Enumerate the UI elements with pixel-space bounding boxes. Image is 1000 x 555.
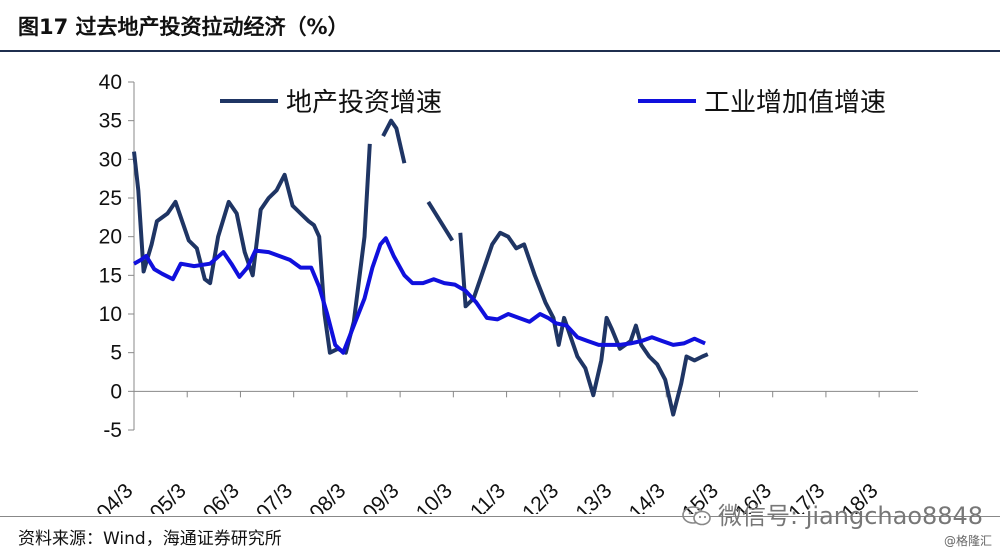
y-tick-label: 40 bbox=[99, 71, 122, 94]
y-tick-label: 20 bbox=[99, 226, 122, 249]
real-estate-investment-line bbox=[132, 143, 372, 355]
x-tick-label: 12/3 bbox=[518, 479, 563, 514]
industrial-value-added-line bbox=[133, 236, 706, 355]
real-estate-investment-line bbox=[381, 118, 407, 164]
watermark-text: 微信号: jiangchao8848 bbox=[718, 502, 984, 530]
y-tick-label: 0 bbox=[110, 380, 122, 403]
y-tick-label: 30 bbox=[99, 148, 122, 171]
y-tick-label: 35 bbox=[99, 110, 122, 133]
source-note: 资料来源：Wind，海通证券研究所 bbox=[18, 529, 282, 549]
wechat-watermark: 微信号: jiangchao8848 bbox=[682, 496, 983, 531]
x-tick-label: 09/3 bbox=[358, 479, 403, 514]
x-tick-label: 08/3 bbox=[305, 479, 350, 514]
chart-series bbox=[132, 118, 709, 417]
line-chart: -5 0 5 10 15 20 25 30 35 40 04/3 05/3 06/3 07/3 08/3 09… bbox=[92, 71, 918, 514]
title-bar: 图17 过去地产投资拉动经济（%） bbox=[0, 0, 1000, 52]
x-tick-label: 14/3 bbox=[625, 479, 670, 514]
x-tick-label: 11/3 bbox=[466, 479, 510, 514]
x-tick-label: 06/3 bbox=[199, 479, 244, 514]
footer-divider bbox=[0, 516, 1000, 517]
x-tick-label: 13/3 bbox=[571, 479, 616, 514]
x-tick-label: 10/3 bbox=[412, 479, 457, 514]
legend-label: 工业增加值增速 bbox=[704, 88, 886, 118]
x-tick-label: 04/3 bbox=[92, 479, 137, 514]
corner-mark: @格隆汇 bbox=[943, 534, 992, 548]
y-tick-label: 10 bbox=[99, 303, 122, 326]
chart-axes: -5 0 5 10 15 20 25 30 35 40 04/3 05/3 06/3 07/3 08/3 09… bbox=[92, 71, 918, 514]
x-tick-label: 05/3 bbox=[146, 479, 191, 514]
y-tick-label: -5 bbox=[103, 419, 122, 442]
real-estate-investment-line bbox=[426, 200, 454, 242]
page-title: 图17 过去地产投资拉动经济（%） bbox=[18, 15, 349, 39]
real-estate-investment-line bbox=[458, 230, 709, 417]
y-tick-label: 5 bbox=[110, 342, 122, 365]
y-tick-label: 25 bbox=[99, 187, 122, 210]
y-tick-label: 15 bbox=[99, 264, 122, 287]
wechat-icon bbox=[682, 506, 711, 526]
x-tick-label: 07/3 bbox=[252, 479, 297, 514]
chart-legend: 地产投资增速 工业增加值增速 bbox=[220, 88, 886, 118]
legend-label: 地产投资增速 bbox=[286, 88, 442, 118]
